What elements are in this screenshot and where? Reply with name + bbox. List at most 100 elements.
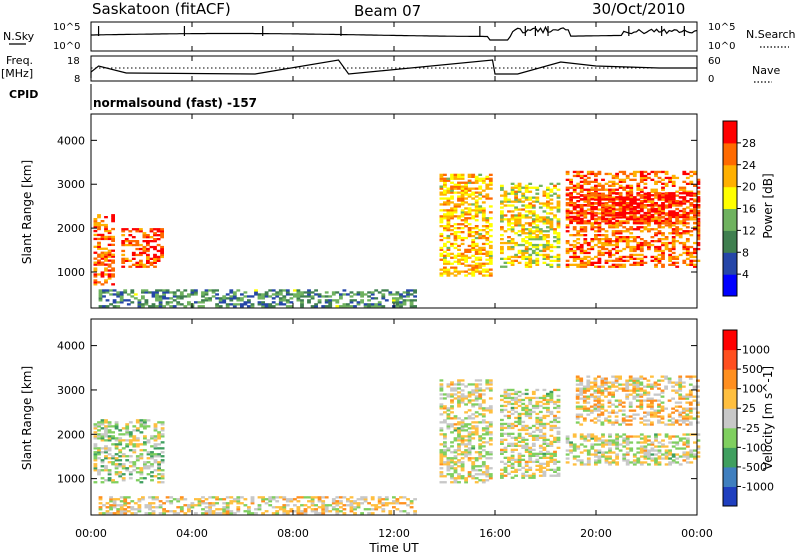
echo-cell	[250, 502, 255, 505]
echo-cell	[450, 381, 454, 384]
echo-cell	[625, 435, 630, 438]
echo-cell	[377, 496, 382, 499]
echo-cell	[478, 395, 483, 398]
echo-cell	[643, 214, 648, 217]
echo-cell	[172, 299, 177, 302]
echo-cell	[625, 441, 630, 444]
echo-cell	[657, 198, 662, 201]
echo-cell	[510, 476, 515, 479]
echo-cell	[549, 220, 554, 223]
echo-cell	[439, 232, 444, 236]
echo-cell	[654, 445, 658, 448]
echo-cell	[211, 502, 216, 505]
echo-cell	[650, 215, 655, 219]
echo-cell	[119, 506, 124, 509]
echo-cell	[615, 265, 619, 268]
echo-cell	[675, 190, 680, 193]
echo-cell	[647, 453, 651, 456]
echo-cell	[123, 510, 128, 513]
echo-cell	[517, 432, 522, 435]
echo-cell	[528, 416, 533, 420]
echo-cell	[139, 421, 144, 424]
echo-cell	[125, 469, 130, 472]
echo-cell	[349, 299, 354, 302]
echo-cell	[668, 180, 672, 183]
echo-cell	[296, 506, 301, 509]
echo-cell	[139, 261, 143, 264]
echo-cell	[478, 453, 483, 456]
freq-right-label: Nave	[752, 64, 780, 77]
echo-cell	[590, 206, 595, 209]
echo-cell	[464, 449, 468, 452]
echo-cell	[450, 197, 454, 200]
echo-cell	[565, 240, 570, 243]
echo-cell	[104, 457, 108, 460]
echo-cell	[572, 263, 577, 266]
echo-cell	[402, 291, 407, 294]
echo-cell	[579, 461, 584, 464]
echo-cell	[664, 194, 669, 197]
echo-cell	[650, 188, 655, 191]
echo-cell	[148, 502, 152, 505]
echo-cell	[531, 222, 536, 225]
echo-cell	[688, 417, 693, 420]
echo-cell	[395, 291, 400, 294]
echo-cell	[615, 232, 619, 235]
echo-cell	[546, 218, 550, 221]
echo-cell	[464, 455, 468, 458]
echo-cell	[510, 182, 515, 185]
echo-cell	[446, 409, 451, 412]
echo-region	[565, 192, 701, 225]
echo-cell	[579, 206, 584, 209]
echo-cell	[546, 410, 550, 414]
echo-cell	[215, 289, 219, 292]
echo-cell	[685, 409, 690, 412]
echo-cell	[664, 219, 669, 223]
echo-cell	[467, 207, 472, 210]
echo-cell	[661, 253, 665, 257]
echo-cell	[636, 236, 641, 239]
echo-cell	[151, 506, 156, 509]
echo-cell	[471, 238, 476, 242]
echo-cell	[478, 248, 483, 251]
echo-cell	[156, 243, 161, 247]
echo-cell	[615, 174, 619, 178]
echo-cell	[342, 303, 347, 306]
echo-cell	[139, 481, 144, 484]
echo-cell	[632, 247, 637, 251]
echo-cell	[542, 440, 547, 443]
echo-cell	[647, 211, 651, 215]
echo-cell	[678, 234, 683, 237]
echo-cell	[100, 477, 105, 480]
echo-cell	[107, 277, 112, 280]
echo-cell	[622, 188, 627, 191]
echo-cell	[363, 293, 368, 296]
echo-cell	[531, 261, 536, 264]
echo-cell	[546, 247, 550, 251]
echo-cell	[607, 385, 612, 388]
echo-cell	[474, 199, 479, 202]
echo-cell	[471, 240, 476, 244]
echo-cell	[268, 500, 273, 503]
echo-cell	[331, 500, 336, 503]
echo-cell	[453, 383, 458, 386]
echo-cell	[485, 254, 490, 257]
echo-cell	[693, 455, 697, 458]
echo-cell	[604, 443, 609, 446]
echo-cell	[553, 184, 557, 187]
echo-cell	[594, 178, 598, 181]
echo-cell	[528, 466, 533, 469]
echo-cell	[671, 204, 676, 207]
echo-cell	[104, 216, 108, 219]
echo-cell	[650, 423, 654, 426]
echo-cell	[614, 389, 619, 392]
echo-cell	[257, 506, 262, 509]
echo-cell	[615, 433, 619, 436]
echo-cell	[618, 170, 623, 174]
echo-cell	[264, 510, 269, 513]
echo-cell	[594, 463, 598, 466]
echo-cell	[625, 419, 630, 422]
echo-cell	[443, 254, 447, 257]
echo-cell	[586, 180, 591, 183]
echo-cell	[457, 272, 461, 275]
